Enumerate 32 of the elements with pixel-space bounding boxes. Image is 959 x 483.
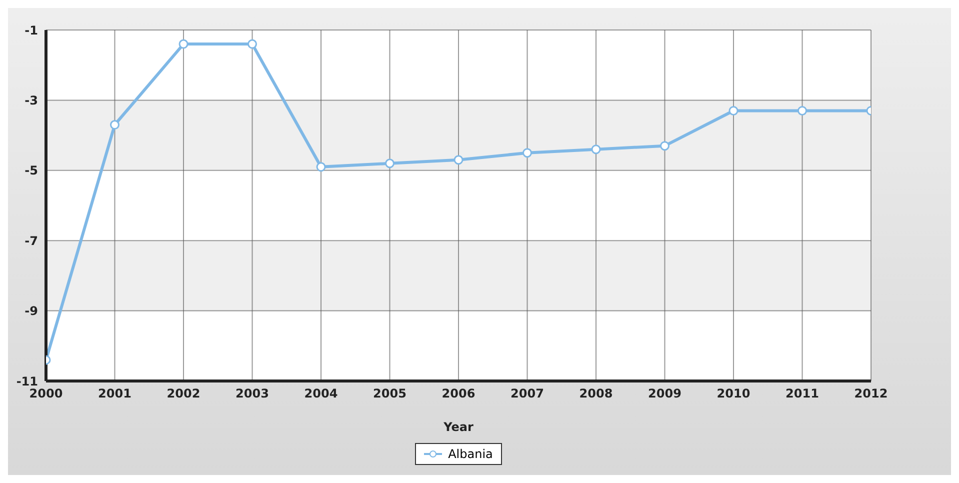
point [248, 39, 257, 49]
point [798, 106, 807, 116]
point [316, 162, 326, 172]
point [385, 158, 394, 168]
point [728, 106, 738, 116]
point [454, 155, 464, 165]
point [522, 148, 532, 158]
y-tick-label: -11 [16, 374, 38, 388]
x-tick-label: 2005 [373, 386, 406, 401]
x-tick-label: 2012 [854, 386, 888, 401]
point [110, 120, 120, 130]
x-tick-label: 2000 [29, 386, 63, 401]
x-tick-label: 2003 [236, 386, 269, 401]
x-tick-label: 2008 [579, 386, 613, 401]
x-tick-label: 2009 [648, 386, 682, 401]
x-tick-label: 2002 [166, 386, 200, 401]
y-tick-label: -9 [24, 304, 38, 318]
legend-label: Albania [448, 447, 493, 461]
y-tick-label: -5 [24, 164, 38, 178]
y-tick-label: -1 [24, 23, 38, 38]
y-tick-label: -3 [24, 93, 38, 108]
point [178, 39, 188, 49]
point [660, 141, 670, 151]
x-tick-label: 2004 [304, 386, 338, 401]
x-tick-label: 2006 [442, 386, 476, 401]
point [591, 144, 601, 154]
x-tick-label: 2007 [510, 386, 544, 401]
x-tick-label: 2001 [98, 386, 132, 401]
y-tick-label: -7 [24, 234, 38, 248]
x-tick-label: 2010 [716, 386, 750, 401]
x-axis-title: Year [442, 420, 474, 434]
x-tick-label: 2011 [786, 386, 819, 401]
